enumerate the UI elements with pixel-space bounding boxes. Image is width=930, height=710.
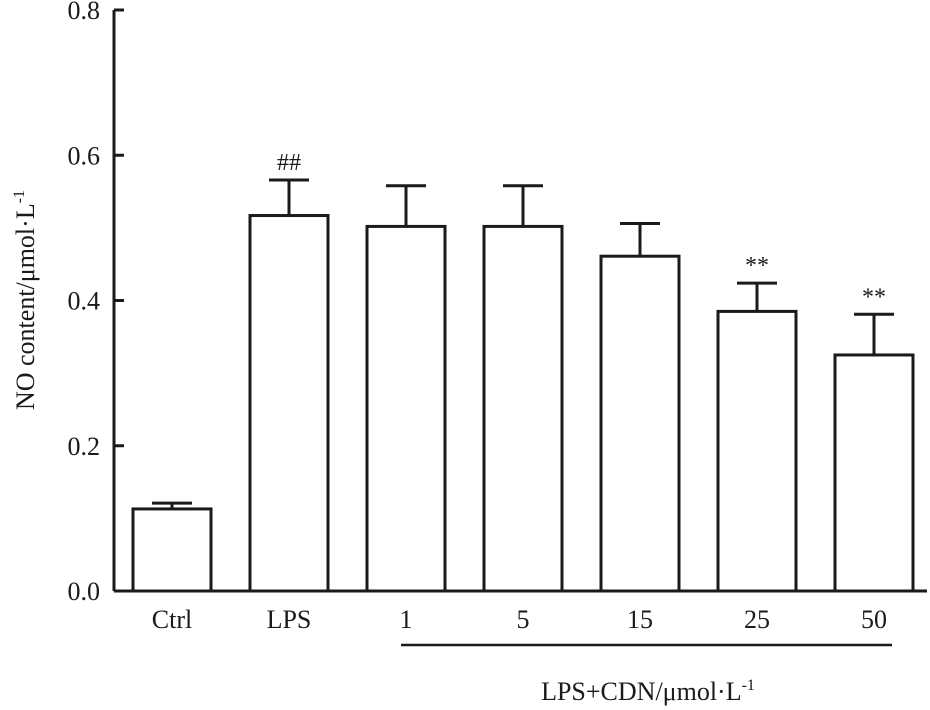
bar <box>716 309 798 593</box>
y-tick-label: 0.0 <box>68 577 101 606</box>
group-label-text: LPS+CDN/μmol·L <box>541 677 742 706</box>
bar <box>131 507 213 593</box>
x-axis: Ctrl LPS 1 5 15 25 50 <box>114 589 927 634</box>
y-axis: 0.0 0.2 0.4 0.6 0.8 <box>68 0 124 606</box>
y-tick-label: 0.4 <box>68 287 101 316</box>
x-tick-label: LPS <box>267 605 312 634</box>
y-axis-title-text: NO content/μmol·L <box>11 203 40 410</box>
x-tick-label: 50 <box>861 605 887 634</box>
bar <box>365 224 447 593</box>
x-tick-label: Ctrl <box>152 605 192 634</box>
y-tick-label: 0.2 <box>68 432 101 461</box>
y-axis-title: NO content/μmol·L-1 <box>11 190 40 410</box>
bar <box>482 224 564 593</box>
significance-mark: ## <box>277 150 301 176</box>
y-axis-title-superscript: -1 <box>11 190 28 203</box>
x-tick-label: 5 <box>517 605 530 634</box>
bar <box>833 353 915 593</box>
bar <box>599 254 681 593</box>
x-tick-label: 15 <box>627 605 653 634</box>
y-tick-label: 0.8 <box>68 0 101 25</box>
bars: ## ** ** <box>131 150 915 593</box>
significance-mark: ** <box>862 284 886 310</box>
significance-mark: ** <box>745 253 769 279</box>
y-tick-label: 0.6 <box>68 141 101 170</box>
group-label: LPS+CDN/μmol·L-1 <box>541 677 755 706</box>
group-label-superscript: -1 <box>742 677 755 694</box>
x-tick-label: 25 <box>744 605 770 634</box>
x-tick-label: 1 <box>400 605 413 634</box>
bar <box>248 214 330 593</box>
